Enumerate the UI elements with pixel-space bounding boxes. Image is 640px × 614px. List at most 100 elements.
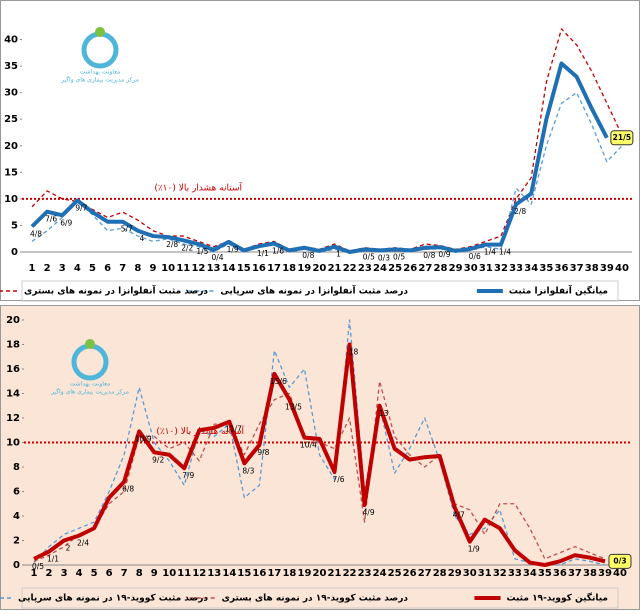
x-tick-label: 4	[74, 263, 81, 274]
x-tick-label: 10	[162, 568, 176, 579]
data-label: 9/8	[257, 448, 269, 457]
x-tick-label: 14	[222, 263, 236, 274]
series-line	[33, 342, 606, 567]
data-label: 2/8	[166, 240, 178, 249]
data-label: 11/7	[225, 425, 242, 434]
x-tick-label: 8	[134, 263, 141, 274]
x-tick-label: 37	[568, 568, 582, 579]
x-tick-label: 2	[44, 263, 51, 274]
x-tick-label: 33	[509, 263, 523, 274]
threshold-label: آستانه هشدار بالا (۱۰٪)	[154, 181, 242, 193]
legend-label: درصد مثبت کووید-۱۹ در نمونه های سرپایی	[18, 594, 208, 604]
data-label: 21/5	[613, 133, 631, 142]
data-label: 6/8	[122, 485, 134, 494]
data-label: 2/2	[181, 243, 193, 252]
y-tick-label: 6	[13, 487, 20, 498]
y-tick-label: 18	[6, 340, 20, 351]
x-tick-label: 5	[91, 568, 98, 579]
x-tick-label: 12	[191, 263, 205, 274]
x-tick-label: 21	[328, 263, 342, 274]
x-tick-label: 31	[479, 263, 493, 274]
x-tick-label: 23	[358, 568, 372, 579]
data-label: 0/4	[211, 253, 223, 262]
data-label: 1/4	[484, 248, 496, 257]
x-tick-label: 16	[252, 568, 266, 579]
data-label: 1/6	[272, 247, 284, 256]
data-label: 1	[336, 250, 341, 259]
x-tick-label: 20	[313, 568, 327, 579]
x-tick-label: 35	[539, 263, 553, 274]
y-tick-label: 20	[6, 315, 20, 326]
x-tick-label: 38	[585, 263, 599, 274]
y-tick-label: 40	[4, 35, 18, 46]
data-label: 0/8	[302, 251, 314, 260]
x-tick-label: 30	[463, 568, 477, 579]
x-tick-label: 32	[493, 568, 507, 579]
x-tick-label: 28	[433, 568, 447, 579]
data-label: 13	[379, 409, 389, 418]
x-tick-label: 16	[252, 263, 266, 274]
x-tick-label: 3	[59, 263, 66, 274]
y-tick-label: 35	[4, 61, 18, 72]
data-label: 15/6	[270, 377, 287, 386]
data-label: 0/9	[438, 250, 450, 259]
y-tick-label: 2	[13, 536, 20, 547]
x-tick-label: 22	[343, 263, 357, 274]
series-line	[33, 319, 606, 566]
logo-leaf	[85, 339, 95, 349]
x-tick-label: 15	[237, 263, 251, 274]
data-label: 0/5	[32, 562, 44, 571]
x-tick-label: 24	[373, 568, 387, 579]
y-tick-label: 30	[4, 88, 18, 99]
x-tick-label: 18	[282, 568, 296, 579]
x-tick-label: 35	[538, 568, 552, 579]
panel-1	[0, 0, 640, 301]
x-tick-label: 27	[418, 263, 432, 274]
data-label: 2/8	[514, 207, 526, 216]
x-tick-label: 14	[222, 568, 236, 579]
data-label: 4/8	[30, 230, 42, 239]
legend-label: درصد مثبت آنفلوانزا در نمونه های بستری	[24, 285, 208, 297]
y-tick-label: 25	[4, 114, 18, 125]
x-tick-label: 17	[267, 568, 281, 579]
data-label: 0/8	[423, 251, 435, 260]
y-tick-label: 10	[6, 438, 20, 449]
x-tick-label: 19	[297, 263, 311, 274]
x-tick-label: 26	[403, 263, 417, 274]
x-tick-label: 3	[61, 568, 68, 579]
series-line	[30, 61, 609, 254]
data-label: 1/9	[227, 245, 239, 254]
x-tick-label: 10	[161, 263, 175, 274]
y-tick-label: 0	[11, 247, 18, 258]
x-tick-label: 40	[613, 568, 627, 579]
legend-box	[21, 587, 619, 609]
x-tick-label: 13	[207, 568, 221, 579]
data-label: 0/3	[613, 556, 626, 565]
x-tick-label: 25	[388, 568, 402, 579]
x-tick-label: 31	[478, 568, 492, 579]
data-label: 7/6	[45, 215, 57, 224]
data-label: 18	[349, 348, 359, 357]
logo-title: معاونت بهداشت	[70, 381, 110, 388]
x-tick-label: 17	[267, 263, 281, 274]
series-line	[31, 28, 623, 252]
x-tick-label: 21	[328, 568, 342, 579]
x-tick-label: 38	[583, 568, 597, 579]
x-tick-label: 34	[524, 263, 538, 274]
x-tick-label: 30	[464, 263, 478, 274]
logo-subtitle: مرکز مدیریت بیماری های واگیر	[60, 76, 139, 84]
y-tick-label: 15	[4, 167, 18, 178]
x-tick-label: 29	[448, 568, 462, 579]
x-tick-label: 7	[119, 263, 126, 274]
x-tick-label: 15	[237, 568, 251, 579]
data-label: 1/1	[47, 555, 59, 564]
x-tick-label: 12	[192, 568, 206, 579]
y-tick-label: 8	[13, 462, 20, 473]
data-label: 9/2	[152, 455, 164, 464]
x-tick-label: 24	[373, 263, 387, 274]
x-tick-label: 18	[282, 263, 296, 274]
series-line	[31, 92, 623, 253]
x-tick-label: 19	[298, 568, 312, 579]
x-tick-label: 27	[418, 568, 432, 579]
logo-subtitle: مرکز مدیریت بیماری های واگیر	[50, 388, 129, 396]
